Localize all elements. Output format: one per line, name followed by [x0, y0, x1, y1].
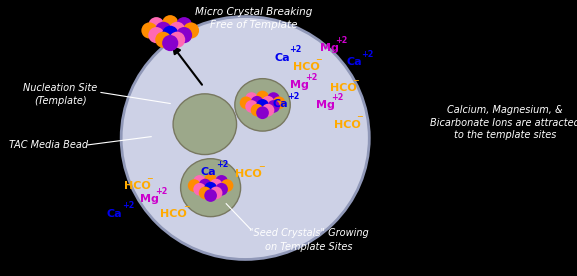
Ellipse shape: [204, 174, 217, 186]
Ellipse shape: [121, 17, 369, 259]
Text: Mg: Mg: [320, 43, 339, 53]
Text: Mg: Mg: [290, 80, 309, 90]
Text: +2: +2: [331, 93, 343, 102]
Text: −: −: [147, 174, 153, 183]
Text: to the template sites: to the template sites: [454, 130, 556, 140]
Text: +2: +2: [287, 92, 299, 101]
Text: Ca: Ca: [272, 99, 288, 109]
Text: Ca: Ca: [201, 167, 216, 177]
Ellipse shape: [256, 99, 269, 112]
Ellipse shape: [183, 22, 199, 39]
Text: +2: +2: [216, 160, 228, 169]
Text: (Template): (Template): [34, 96, 87, 106]
Text: HCO: HCO: [124, 181, 151, 191]
Text: Micro Crystal Breaking: Micro Crystal Breaking: [195, 7, 313, 17]
Ellipse shape: [245, 100, 258, 113]
Ellipse shape: [245, 92, 258, 105]
Ellipse shape: [220, 179, 233, 192]
Ellipse shape: [210, 187, 223, 199]
Text: −: −: [356, 112, 363, 121]
Text: −: −: [258, 162, 265, 171]
Ellipse shape: [188, 179, 201, 192]
Text: +2: +2: [289, 46, 301, 54]
Text: −: −: [183, 202, 190, 211]
Text: Mg: Mg: [140, 194, 159, 204]
Text: Free of Template: Free of Template: [210, 20, 298, 30]
Ellipse shape: [256, 91, 269, 103]
Ellipse shape: [215, 175, 228, 188]
Ellipse shape: [250, 104, 263, 116]
Text: "Seed Crystals" Growing: "Seed Crystals" Growing: [249, 228, 369, 238]
Ellipse shape: [198, 187, 211, 199]
Ellipse shape: [162, 15, 178, 31]
Ellipse shape: [193, 183, 206, 196]
Text: HCO: HCO: [330, 83, 357, 93]
Ellipse shape: [141, 22, 158, 39]
Text: on Template Sites: on Template Sites: [265, 242, 353, 252]
Ellipse shape: [250, 96, 263, 108]
Text: +2: +2: [122, 201, 134, 210]
Ellipse shape: [193, 175, 206, 188]
Ellipse shape: [262, 96, 275, 108]
Text: −: −: [353, 76, 359, 85]
Text: +2: +2: [305, 73, 317, 82]
Text: HCO: HCO: [235, 169, 262, 179]
Ellipse shape: [162, 26, 178, 42]
Ellipse shape: [176, 27, 192, 43]
Ellipse shape: [204, 189, 217, 202]
Ellipse shape: [162, 35, 178, 51]
Text: +2: +2: [155, 187, 167, 196]
Ellipse shape: [273, 96, 285, 109]
Ellipse shape: [239, 96, 253, 109]
Ellipse shape: [169, 32, 185, 48]
Text: HCO: HCO: [160, 209, 187, 219]
Ellipse shape: [155, 22, 171, 38]
Text: Ca: Ca: [274, 53, 290, 63]
Ellipse shape: [267, 92, 280, 105]
Ellipse shape: [155, 32, 171, 48]
Ellipse shape: [204, 182, 217, 195]
Text: Ca: Ca: [346, 57, 362, 67]
Ellipse shape: [169, 22, 185, 38]
Text: +2: +2: [361, 50, 373, 59]
Ellipse shape: [256, 107, 269, 119]
Ellipse shape: [210, 179, 223, 191]
Ellipse shape: [148, 27, 164, 43]
Text: HCO: HCO: [334, 120, 360, 129]
Ellipse shape: [181, 159, 241, 217]
Text: Calcium, Magnesium, &: Calcium, Magnesium, &: [447, 105, 563, 115]
Ellipse shape: [148, 17, 164, 33]
Ellipse shape: [235, 79, 290, 131]
Text: TAC Media Bead: TAC Media Bead: [9, 140, 89, 150]
Text: −: −: [316, 55, 323, 64]
Ellipse shape: [262, 104, 275, 116]
Ellipse shape: [215, 183, 228, 196]
Ellipse shape: [267, 100, 280, 113]
Ellipse shape: [176, 17, 192, 33]
Text: Nucleation Site: Nucleation Site: [24, 83, 98, 93]
Text: HCO: HCO: [293, 62, 320, 72]
Ellipse shape: [198, 179, 211, 191]
Text: +2: +2: [335, 36, 347, 45]
Text: Mg: Mg: [316, 100, 335, 110]
Ellipse shape: [173, 94, 237, 155]
Text: Bicarbonate Ions are attracted: Bicarbonate Ions are attracted: [430, 118, 577, 128]
Text: Ca: Ca: [107, 209, 122, 219]
